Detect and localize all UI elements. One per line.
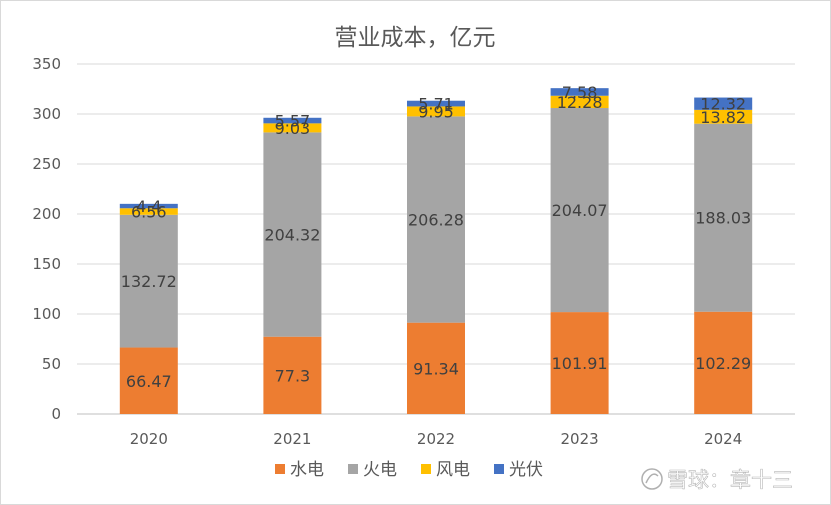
data-label: 12.32 xyxy=(700,95,746,114)
legend-swatch xyxy=(348,464,358,474)
x-tick-label: 2021 xyxy=(273,430,311,448)
data-label: 101.91 xyxy=(552,354,608,373)
x-tick-label: 2024 xyxy=(704,430,742,448)
y-tick-label: 350 xyxy=(32,55,61,73)
bar-segment xyxy=(407,116,465,323)
bar-segment xyxy=(550,312,609,414)
y-tick-label: 300 xyxy=(32,105,61,123)
data-label: 188.03 xyxy=(695,209,751,228)
bar-segment xyxy=(694,311,753,414)
bar-segment xyxy=(263,336,322,414)
x-tick-label: 2022 xyxy=(417,430,455,448)
y-tick-label: 150 xyxy=(32,255,61,273)
bar-segment xyxy=(550,95,609,109)
data-label: 9.95 xyxy=(418,102,454,121)
y-tick-label: 0 xyxy=(51,405,61,423)
watermark: 雪球：章十三 xyxy=(641,468,793,492)
data-label: 9.03 xyxy=(275,119,311,138)
bars xyxy=(119,88,753,414)
legend-swatch xyxy=(494,464,504,474)
bar-segment xyxy=(119,214,178,348)
chart-title: 营业成本，亿元 xyxy=(335,25,496,51)
bar-segment xyxy=(407,106,465,117)
data-labels: 66.47 132.72 6.564.4 77.3 204.32 9.035.57 91.3… xyxy=(121,83,751,391)
y-tick-label: 200 xyxy=(32,205,61,223)
data-label: 4.4 xyxy=(136,197,161,216)
bar-segment xyxy=(694,97,753,110)
data-label: 206.28 xyxy=(408,211,464,230)
data-label: 13.82 xyxy=(700,108,746,127)
bar-segment xyxy=(119,203,178,209)
y-tick-label: 50 xyxy=(42,355,61,373)
x-axis-ticks: 2020 2021 2022 2023 2024 xyxy=(130,430,743,448)
data-label: 77.3 xyxy=(275,366,311,385)
legend-label: 火电 xyxy=(363,460,397,480)
data-label: 66.47 xyxy=(126,372,172,391)
data-label: 12.28 xyxy=(557,93,603,112)
data-label: 5.71 xyxy=(418,95,454,114)
bar-segment xyxy=(550,108,609,313)
bar-segment xyxy=(550,88,609,96)
y-tick-label: 250 xyxy=(32,155,61,173)
data-label: 102.29 xyxy=(695,354,751,373)
watermark-text: 雪球：章十三 xyxy=(667,468,793,492)
x-tick-label: 2020 xyxy=(130,430,168,448)
y-axis-ticks: 0 50 100 150 200 250 300 350 xyxy=(32,55,61,423)
legend-label: 光伏 xyxy=(509,460,543,480)
data-label: 204.07 xyxy=(552,201,608,220)
legend-swatch xyxy=(421,464,431,474)
data-label: 6.56 xyxy=(131,203,167,222)
legend-label: 水电 xyxy=(290,460,324,480)
data-label: 204.32 xyxy=(264,226,320,245)
legend-label: 风电 xyxy=(436,460,470,480)
bar-segment xyxy=(694,123,753,312)
bar-segment xyxy=(263,123,322,133)
legend: 水电 火电 风电 光伏 xyxy=(275,460,543,480)
bar-segment xyxy=(407,322,465,414)
bar-segment xyxy=(263,132,322,337)
x-tick-label: 2023 xyxy=(561,430,599,448)
bar-segment xyxy=(263,117,322,124)
legend-swatch xyxy=(275,464,285,474)
y-tick-label: 100 xyxy=(32,305,61,323)
data-label: 7.58 xyxy=(562,83,598,102)
data-label: 91.34 xyxy=(413,359,459,378)
data-label: 5.57 xyxy=(275,112,311,131)
bar-segment xyxy=(119,208,178,215)
bar-segment xyxy=(119,347,178,414)
bar-segment xyxy=(407,100,465,107)
snowball-icon xyxy=(641,468,663,490)
data-label: 132.72 xyxy=(121,272,177,291)
bar-segment xyxy=(694,109,753,124)
